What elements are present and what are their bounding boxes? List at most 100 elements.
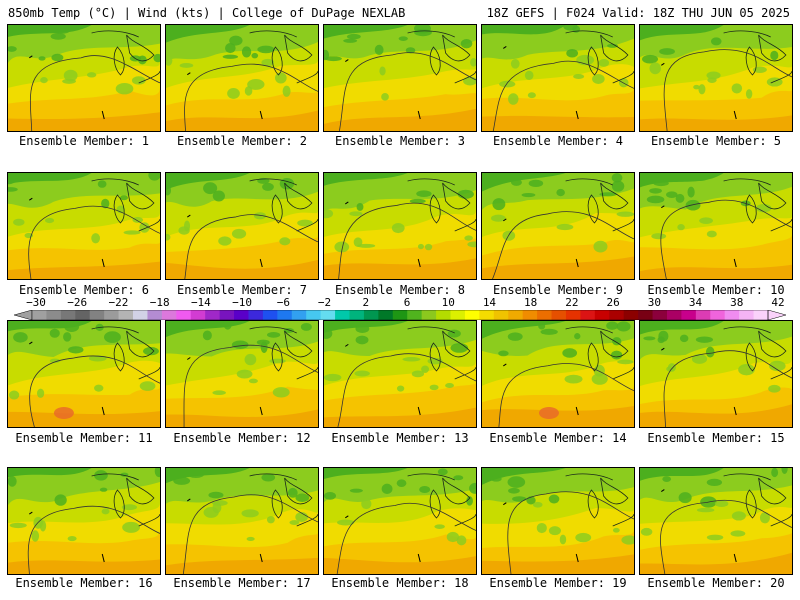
lake-erie-outline — [138, 218, 160, 232]
colorbar-swatch — [349, 310, 365, 320]
wind-barb — [661, 489, 665, 492]
isotherm-contour — [28, 205, 160, 279]
temperature-patch — [566, 48, 579, 58]
temperature-patch — [649, 62, 661, 75]
temperature-patch — [334, 241, 350, 253]
warm-band — [166, 557, 318, 574]
temperature-patch — [94, 384, 104, 392]
temperature-patch — [562, 348, 578, 358]
temperature-map — [8, 173, 160, 279]
temperature-patch — [662, 476, 672, 482]
wind-barb — [575, 110, 579, 120]
temperature-patch — [119, 195, 128, 201]
temperature-patch — [8, 476, 17, 487]
cool-band — [166, 321, 318, 357]
isotherm-contour — [183, 344, 318, 427]
temperature-patch — [50, 32, 66, 40]
lake-erie-outline — [612, 218, 634, 232]
warm-band — [166, 409, 318, 427]
temperature-map — [324, 321, 476, 427]
temperature-patch — [498, 350, 509, 357]
lake-superior-outline — [91, 473, 139, 481]
temperature-patch — [446, 531, 460, 543]
wind-barb — [575, 258, 579, 268]
ensemble-member-label: Ensemble Member: 3 — [334, 134, 466, 148]
colorbar-swatch — [219, 310, 235, 320]
ensemble-member-label: Ensemble Member: 17 — [173, 576, 311, 590]
cold-pocket — [640, 468, 724, 481]
temperature-map — [324, 173, 476, 279]
colorbar-tick-label: 22 — [565, 296, 579, 309]
temperature-patch — [325, 56, 342, 62]
temperature-patch — [266, 516, 275, 524]
wind-barb — [503, 218, 507, 222]
temperature-patch — [101, 508, 110, 515]
temperature-patch — [421, 365, 430, 374]
temperature-patch — [556, 188, 565, 197]
lake-michigan-outline — [271, 46, 283, 76]
temperature-patch — [153, 53, 160, 63]
colorbar-swatch — [609, 310, 625, 320]
temperature-patch — [770, 50, 779, 61]
lake-erie-outline — [454, 70, 476, 84]
lake-michigan-outline — [429, 342, 441, 372]
temperature-patch — [256, 339, 270, 346]
temperature-patch — [324, 328, 333, 339]
temperature-patch — [324, 208, 334, 219]
cold-pocket — [482, 468, 566, 485]
colorbar-swatch — [335, 310, 350, 320]
temperature-patch — [8, 46, 17, 52]
temperature-patch — [745, 89, 753, 99]
ensemble-member-label: Ensemble Member: 11 — [15, 431, 153, 445]
temperature-patch — [64, 321, 80, 332]
colorbar-swatch — [190, 310, 206, 320]
temperature-patch — [52, 27, 70, 34]
colorbar-swatch — [508, 310, 524, 320]
temperature-patch — [324, 373, 342, 382]
lake-superior-outline — [407, 178, 455, 186]
colorbar-tick-label: 26 — [606, 296, 620, 309]
temperature-patch — [349, 488, 363, 493]
ensemble-member-map — [7, 467, 161, 575]
temperature-patch — [68, 346, 84, 354]
lake-michigan-outline — [113, 46, 125, 76]
colorbar-swatch — [248, 310, 264, 320]
temperature-patch — [564, 374, 583, 384]
colorbar-tick-label: 30 — [647, 296, 661, 309]
temperature-patch — [287, 487, 298, 498]
cool-band — [166, 173, 318, 207]
temperature-patch — [179, 62, 194, 68]
lake-superior-outline — [407, 326, 455, 334]
colorbar-low-arrow — [14, 310, 33, 320]
temperature-patch — [592, 74, 605, 85]
lake-superior-outline — [249, 30, 297, 38]
isotherm-contour — [339, 52, 476, 131]
wind-barb — [259, 406, 263, 416]
lake-superior-outline — [407, 30, 455, 38]
warm-band — [482, 115, 634, 131]
temperature-map — [640, 173, 792, 279]
temperature-map — [482, 173, 634, 279]
temperature-patch — [266, 332, 281, 338]
temperature-patch — [54, 494, 67, 506]
colorbar-tick-label: −2 — [317, 296, 332, 309]
lake-huron-outline — [600, 477, 629, 505]
ensemble-member-map — [165, 320, 319, 428]
cool-band — [8, 321, 160, 358]
temperature-map — [482, 468, 634, 574]
isotherm-contour — [492, 60, 634, 131]
temperature-patch — [649, 188, 662, 194]
lake-huron-outline — [126, 34, 155, 62]
model-valid-time: 18Z GEFS | F024 Valid: 18Z THU JUN 05 20… — [486, 6, 790, 20]
wind-barb — [101, 110, 105, 120]
cold-pocket — [166, 173, 250, 190]
warm-band — [482, 256, 634, 279]
temperature-map — [324, 468, 476, 574]
wind-barb — [503, 46, 507, 49]
cool-band — [324, 25, 476, 61]
wind-barb — [661, 347, 665, 351]
colorbar-tick-label: −26 — [67, 296, 88, 309]
lake-superior-outline — [407, 473, 455, 481]
colorbar-tick-label: −14 — [190, 296, 211, 309]
temperature-patch — [467, 241, 476, 248]
